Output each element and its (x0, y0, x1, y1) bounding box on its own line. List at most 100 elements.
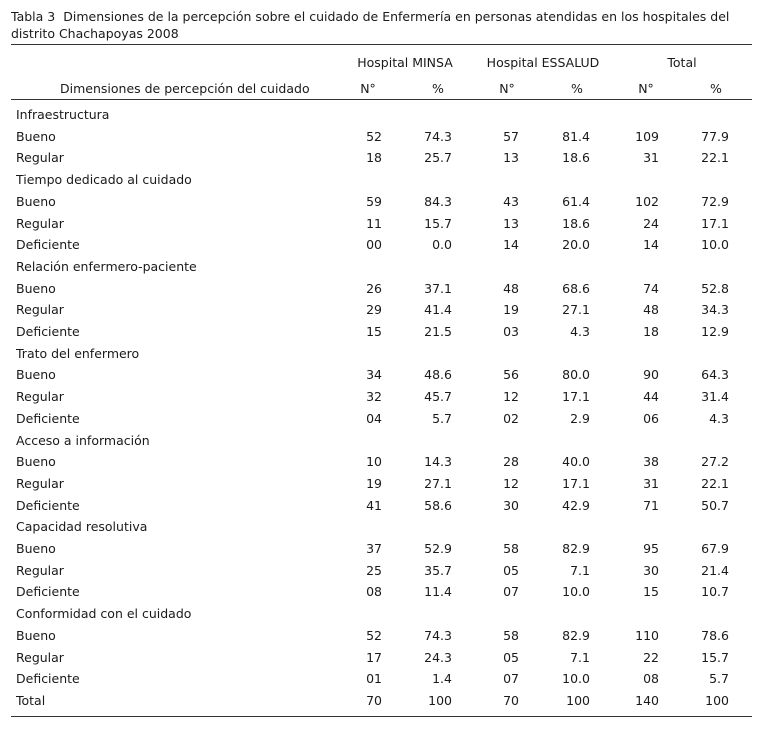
value-cell: 19 (366, 475, 382, 491)
row-label: Deficiente (16, 671, 80, 687)
table-label: Tabla 3 (11, 9, 56, 24)
dimension-title: Trato del enfermero (16, 345, 140, 361)
value-cell: 57 (503, 128, 519, 144)
total-value-cell: 100 (566, 692, 590, 708)
value-cell: 08 (643, 671, 659, 687)
sub-header-n: N° (499, 81, 515, 96)
value-cell: 110 (635, 627, 659, 643)
row-label: Deficiente (16, 237, 80, 253)
sub-header-n: N° (638, 81, 654, 96)
dimension-title: Relación enfermero-paciente (16, 258, 197, 274)
value-cell: 03 (503, 324, 519, 339)
value-cell: 22 (643, 649, 659, 665)
value-cell: 52.9 (424, 541, 452, 556)
value-cell: 15 (643, 584, 659, 600)
value-cell: 02 (503, 410, 519, 426)
value-cell: 07 (503, 584, 519, 600)
header-rule (11, 99, 752, 100)
row-label: Bueno (16, 128, 56, 144)
value-cell: 82.9 (562, 541, 590, 556)
value-cell: 28 (503, 454, 519, 470)
value-cell: 25 (366, 562, 382, 578)
total-value-cell: 100 (428, 692, 452, 708)
value-cell: 30 (643, 562, 659, 578)
sub-header-pct: % (571, 81, 583, 96)
value-cell: 05 (503, 562, 519, 578)
value-cell: 04 (366, 410, 382, 426)
bottom-rule (11, 716, 752, 717)
dimension-title: Conformidad con el cuidado (16, 606, 192, 622)
value-cell: 10.0 (701, 237, 729, 253)
value-cell: 17.1 (701, 215, 729, 231)
value-cell: 58 (503, 541, 519, 556)
value-cell: 17.1 (562, 475, 590, 491)
value-cell: 59 (366, 193, 382, 209)
value-cell: 56 (503, 367, 519, 383)
value-cell: 34 (366, 367, 382, 383)
value-cell: 90 (643, 367, 659, 383)
dimension-title: Acceso a información (16, 432, 150, 448)
row-label: Regular (16, 302, 64, 318)
total-value-cell: 70 (503, 692, 519, 708)
group-header-minsa: Hospital MINSA (357, 55, 453, 70)
value-cell: 27.2 (701, 454, 729, 470)
value-cell: 38 (643, 454, 659, 470)
value-cell: 05 (503, 649, 519, 665)
dimension-title: Capacidad resolutiva (16, 519, 148, 535)
value-cell: 22.1 (701, 150, 729, 166)
total-value-cell: 100 (705, 692, 729, 708)
value-cell: 20.0 (562, 237, 590, 253)
value-cell: 42.9 (562, 497, 590, 513)
value-cell: 5.7 (709, 671, 729, 687)
row-label: Regular (16, 649, 64, 665)
table-caption: Tabla 3 Dimensiones de la percepción sobr… (11, 8, 755, 42)
value-cell: 15 (366, 324, 382, 339)
value-cell: 18.6 (562, 215, 590, 231)
value-cell: 15.7 (701, 649, 729, 665)
sub-header-pct: % (710, 81, 722, 96)
dimension-title: Infraestructura (16, 107, 110, 122)
value-cell: 74.3 (424, 128, 452, 144)
value-cell: 11 (366, 215, 382, 231)
row-label: Bueno (16, 367, 56, 383)
value-cell: 11.4 (424, 584, 452, 600)
sub-header-pct: % (432, 81, 444, 96)
value-cell: 37.1 (424, 280, 452, 296)
value-cell: 40.0 (562, 454, 590, 470)
value-cell: 30 (503, 497, 519, 513)
value-cell: 10 (366, 454, 382, 470)
value-cell: 35.7 (424, 562, 452, 578)
group-header-essalud: Hospital ESSALUD (486, 55, 600, 70)
value-cell: 41.4 (424, 302, 452, 318)
value-cell: 06 (643, 410, 659, 426)
value-cell: 12.9 (701, 324, 729, 339)
value-cell: 10.0 (562, 584, 590, 600)
value-cell: 7.1 (570, 562, 590, 578)
value-cell: 102 (635, 193, 659, 209)
value-cell: 48 (643, 302, 659, 318)
value-cell: 52.8 (701, 280, 729, 296)
row-label: Regular (16, 215, 64, 231)
value-cell: 01 (366, 671, 382, 687)
row-label-header: Dimensiones de percepción del cuidado (60, 81, 310, 96)
value-cell: 52 (366, 128, 382, 144)
row-label: Bueno (16, 280, 56, 296)
value-cell: 14 (503, 237, 519, 253)
value-cell: 4.3 (709, 410, 729, 426)
sub-header-n: N° (360, 81, 376, 96)
value-cell: 14 (643, 237, 659, 253)
row-label: Regular (16, 475, 64, 491)
value-cell: 72.9 (701, 193, 729, 209)
value-cell: 77.9 (701, 128, 729, 144)
row-label: Bueno (16, 193, 56, 209)
value-cell: 17.1 (562, 389, 590, 405)
value-cell: 74 (643, 280, 659, 296)
total-label: Total (16, 692, 46, 708)
value-cell: 4.3 (570, 324, 590, 339)
value-cell: 1.4 (432, 671, 452, 687)
value-cell: 61.4 (562, 193, 590, 209)
value-cell: 84.3 (424, 193, 452, 209)
value-cell: 24.3 (424, 649, 452, 665)
value-cell: 07 (503, 671, 519, 687)
value-cell: 64.3 (701, 367, 729, 383)
